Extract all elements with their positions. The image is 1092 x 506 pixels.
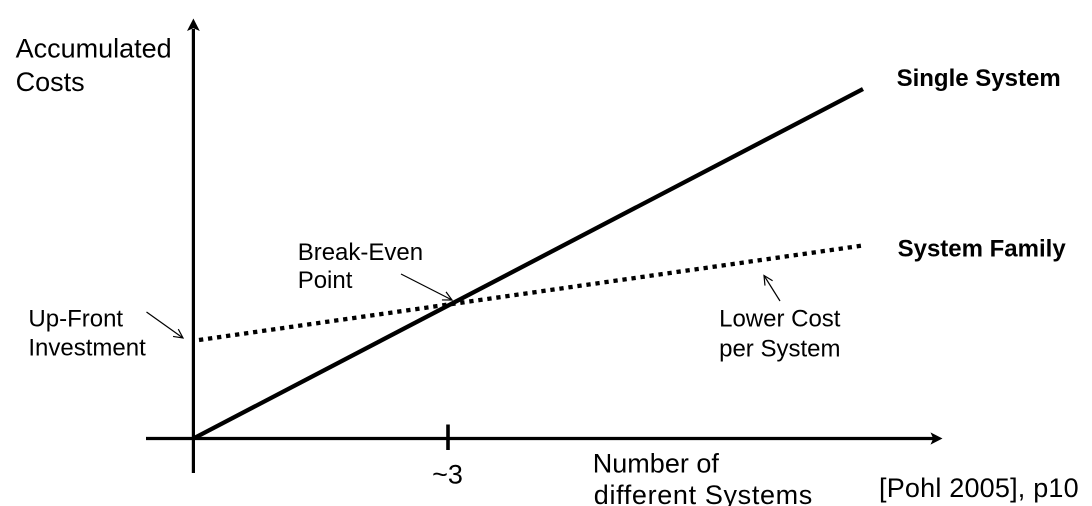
svg-text:Lower Cost: Lower Cost — [719, 306, 841, 333]
svg-text:Accumulated: Accumulated — [16, 34, 172, 64]
svg-text:Break-Even: Break-Even — [298, 239, 423, 266]
svg-text:System Family: System Family — [898, 235, 1067, 262]
svg-text:[Pohl 2005], p10: [Pohl 2005], p10 — [879, 473, 1079, 503]
svg-text:Investment: Investment — [28, 335, 146, 362]
svg-text:Up-Front: Up-Front — [28, 306, 123, 333]
svg-text:Number of: Number of — [593, 449, 720, 479]
svg-text:Single System: Single System — [897, 65, 1061, 92]
svg-text:different Systems: different Systems — [594, 480, 813, 506]
svg-text:per System: per System — [719, 335, 840, 362]
svg-text:~3: ~3 — [432, 460, 463, 490]
svg-text:Costs: Costs — [16, 67, 85, 97]
svg-text:Point: Point — [298, 267, 353, 294]
